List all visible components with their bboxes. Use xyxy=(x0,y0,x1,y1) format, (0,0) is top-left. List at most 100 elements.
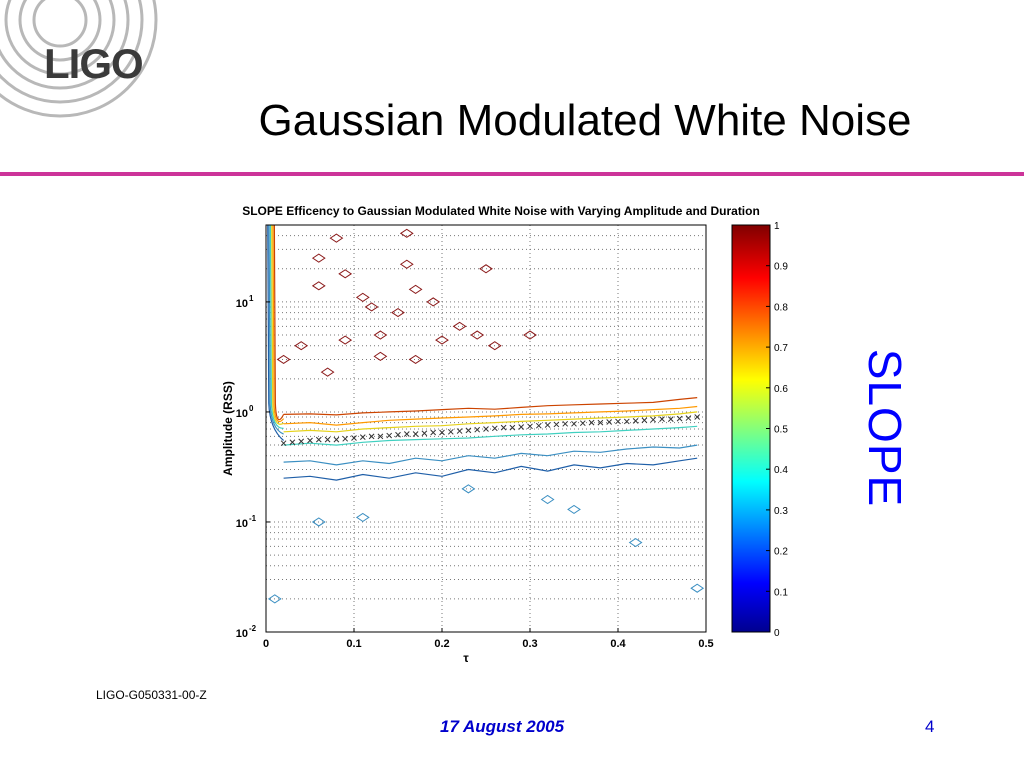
contour-island-high xyxy=(355,292,370,302)
contour-island-high xyxy=(311,253,326,263)
contour-island-low xyxy=(540,494,555,505)
x-marker xyxy=(307,437,313,444)
x-marker xyxy=(579,420,586,427)
document-id: LIGO-G050331-00-Z xyxy=(96,688,207,702)
edge-contour-line xyxy=(273,224,285,421)
contour-island-high xyxy=(338,335,353,345)
colorbar-tick-label: 0 xyxy=(774,628,780,639)
x-marker xyxy=(597,419,604,426)
colorbar-tick-label: 0.1 xyxy=(774,587,788,598)
contour-island-high xyxy=(364,302,379,312)
x-marker xyxy=(553,421,560,428)
edge-contour-line xyxy=(269,224,284,429)
contour-island-high xyxy=(452,321,467,331)
x-marker xyxy=(465,427,472,434)
x-marker xyxy=(403,431,410,437)
page-number: 4 xyxy=(925,717,935,736)
contour-island-high xyxy=(408,354,423,365)
x-marker xyxy=(527,423,533,430)
contour-island-high xyxy=(399,228,414,238)
x-marker xyxy=(659,416,665,422)
contour-island-low xyxy=(690,583,705,593)
contour-island-high xyxy=(391,307,405,318)
contour-island-high xyxy=(373,330,388,340)
edge-contour-line xyxy=(268,224,284,435)
x-marker xyxy=(535,422,542,429)
ligo-logo-arcs xyxy=(0,0,158,118)
contour-island-high xyxy=(311,281,326,291)
contour-island-high xyxy=(276,354,291,365)
x-marker xyxy=(315,436,322,443)
contour-island-high xyxy=(487,341,502,351)
x-marker xyxy=(650,416,657,423)
slope-label-text: SLOPE xyxy=(859,348,912,508)
contour-island-low xyxy=(267,594,282,604)
contour-chart: SLOPE Efficency to Gaussian Modulated Wh… xyxy=(221,204,788,665)
x-axis-label: τ xyxy=(463,651,469,665)
x-marker xyxy=(685,415,692,421)
title-divider xyxy=(0,172,1024,176)
colorbar-tick-label: 0.7 xyxy=(774,343,788,354)
x-tick-label: 0.5 xyxy=(698,638,713,650)
contour-island-high xyxy=(294,341,309,351)
slope-side-label: SLOPE xyxy=(855,333,915,523)
y-tick-exponent: 1 xyxy=(249,294,254,303)
x-marker xyxy=(544,422,551,428)
contour-line xyxy=(283,397,698,416)
contour-line xyxy=(283,411,698,433)
chart-title: SLOPE Efficency to Gaussian Modulated Wh… xyxy=(242,204,760,218)
x-marker xyxy=(518,424,525,430)
x-tick-label: 0.2 xyxy=(434,638,449,650)
axes-frame xyxy=(265,224,707,633)
x-marker xyxy=(500,424,507,431)
y-tick-label: 10 xyxy=(236,518,248,530)
y-tick-exponent: -2 xyxy=(249,624,257,633)
colorbar xyxy=(731,224,771,633)
x-tick-label: 0.3 xyxy=(522,638,537,650)
x-marker xyxy=(439,429,445,436)
y-tick-label: 10 xyxy=(236,408,248,420)
colorbar-tick-label: 1 xyxy=(774,221,780,232)
colorbar-tick-label: 0.2 xyxy=(774,547,788,558)
ligo-logo-text: LIGO xyxy=(44,40,144,87)
x-marker xyxy=(615,418,621,425)
x-marker xyxy=(359,434,366,441)
x-marker xyxy=(342,435,349,442)
colorbar-tick-label: 0.6 xyxy=(774,384,788,395)
x-marker xyxy=(324,436,331,443)
x-marker xyxy=(412,431,419,437)
x-marker xyxy=(632,417,639,424)
contour-island-high xyxy=(408,284,423,294)
contour-island-low xyxy=(567,504,581,515)
x-marker xyxy=(474,426,481,433)
contour-island-high xyxy=(399,259,414,269)
contour-island-high xyxy=(523,330,537,340)
y-tick-exponent: -1 xyxy=(249,514,257,523)
x-marker xyxy=(368,433,375,440)
contour-island-low xyxy=(461,484,476,494)
y-tick-label: 10 xyxy=(236,298,248,310)
contour-island-high xyxy=(320,367,335,377)
edge-contour-line xyxy=(267,224,284,441)
x-marker xyxy=(421,430,428,437)
edge-contour-line xyxy=(272,224,285,423)
x-marker xyxy=(430,429,437,436)
contour-line xyxy=(283,444,698,466)
x-marker xyxy=(280,440,287,447)
y-axis-label: Amplitude (RSS) xyxy=(221,381,235,476)
footer-date: 17 August 2005 xyxy=(440,717,565,736)
x-marker xyxy=(377,433,384,440)
contour-island-low xyxy=(311,517,326,527)
colorbar-tick-label: 0.3 xyxy=(774,506,788,517)
y-tick-label: 10 xyxy=(236,628,248,640)
contour-line xyxy=(283,425,698,446)
x-marker xyxy=(386,432,393,439)
x-tick-label: 0 xyxy=(263,638,269,650)
contour-line xyxy=(283,405,698,426)
contour-island-high xyxy=(426,297,441,307)
x-marker xyxy=(289,439,296,446)
contour-line xyxy=(283,457,698,481)
contour-island-high xyxy=(373,351,388,361)
x-marker xyxy=(588,419,595,426)
colorbar-tick-label: 0.9 xyxy=(774,262,788,273)
